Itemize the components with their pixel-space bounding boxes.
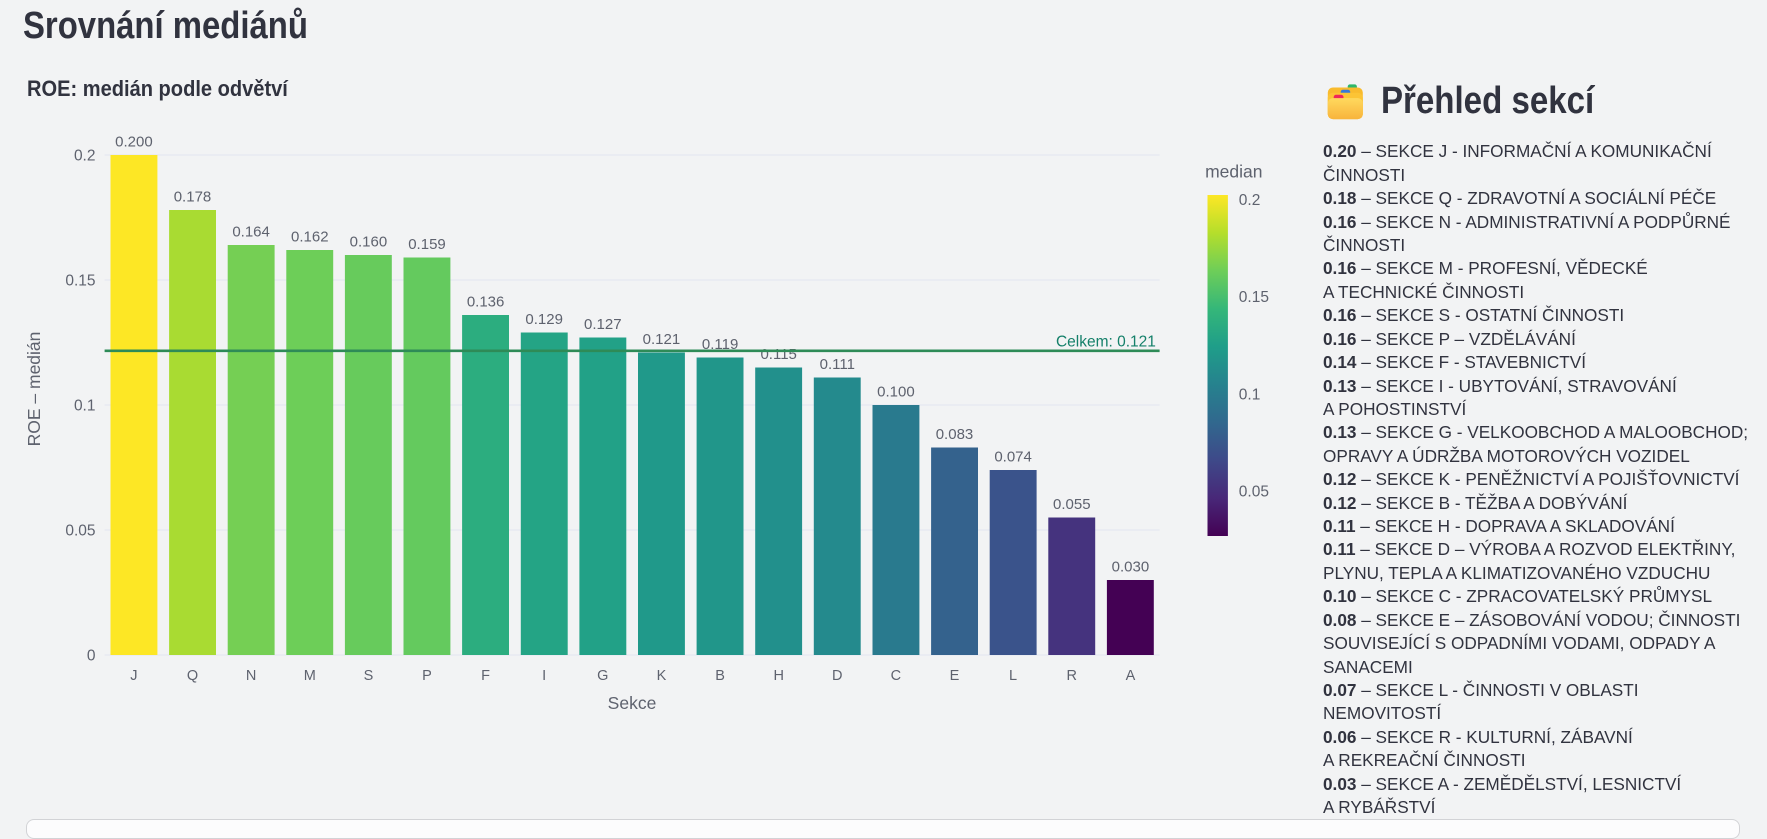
svg-text:Celkem: 0.121: Celkem: 0.121 xyxy=(1056,334,1156,351)
svg-text:0.162: 0.162 xyxy=(291,229,329,246)
svg-text:0.055: 0.055 xyxy=(1053,496,1091,513)
svg-text:0.05: 0.05 xyxy=(65,523,95,540)
svg-text:0.160: 0.160 xyxy=(350,234,388,251)
svg-text:I: I xyxy=(542,668,546,684)
svg-text:0.119: 0.119 xyxy=(702,336,738,353)
svg-text:0.164: 0.164 xyxy=(232,224,270,241)
svg-text:0.030: 0.030 xyxy=(1112,559,1150,576)
svg-text:S: S xyxy=(364,668,374,684)
svg-text:0.178: 0.178 xyxy=(174,189,212,206)
svg-text:0.200: 0.200 xyxy=(115,134,153,151)
svg-text:M: M xyxy=(304,668,316,684)
svg-text:0.2: 0.2 xyxy=(74,148,96,165)
svg-text:L: L xyxy=(1009,668,1017,684)
svg-text:0.074: 0.074 xyxy=(994,449,1032,466)
svg-text:0.121: 0.121 xyxy=(643,331,681,348)
svg-text:N: N xyxy=(246,668,256,684)
svg-text:0.127: 0.127 xyxy=(584,316,622,333)
svg-text:0.1: 0.1 xyxy=(74,398,96,415)
svg-text:F: F xyxy=(481,668,490,684)
svg-text:P: P xyxy=(422,668,432,684)
svg-text:J: J xyxy=(130,668,137,684)
svg-text:0.1: 0.1 xyxy=(1239,386,1261,403)
svg-text:0.15: 0.15 xyxy=(65,273,95,290)
svg-text:Sekce: Sekce xyxy=(608,693,657,713)
svg-text:median: median xyxy=(1205,161,1262,181)
svg-text:ROE – medián: ROE – medián xyxy=(24,332,44,447)
svg-text:B: B xyxy=(715,668,725,684)
svg-text:Q: Q xyxy=(187,668,198,684)
svg-text:D: D xyxy=(832,668,842,684)
svg-text:0.136: 0.136 xyxy=(467,294,505,311)
svg-text:0.111: 0.111 xyxy=(820,356,855,373)
svg-text:0.2: 0.2 xyxy=(1239,192,1261,209)
svg-text:E: E xyxy=(950,668,960,684)
svg-text:0.083: 0.083 xyxy=(936,426,974,443)
svg-text:G: G xyxy=(597,668,608,684)
svg-text:0.15: 0.15 xyxy=(1239,289,1269,306)
svg-text:K: K xyxy=(657,668,667,684)
svg-text:A: A xyxy=(1126,668,1136,684)
svg-text:0.129: 0.129 xyxy=(525,311,563,328)
svg-text:0.159: 0.159 xyxy=(408,236,446,253)
svg-text:R: R xyxy=(1067,668,1077,684)
svg-text:C: C xyxy=(891,668,901,684)
svg-text:0.100: 0.100 xyxy=(877,384,915,401)
svg-text:0.05: 0.05 xyxy=(1239,484,1269,501)
svg-text:0.115: 0.115 xyxy=(760,346,796,363)
svg-text:0: 0 xyxy=(87,648,96,665)
svg-text:H: H xyxy=(773,668,783,684)
